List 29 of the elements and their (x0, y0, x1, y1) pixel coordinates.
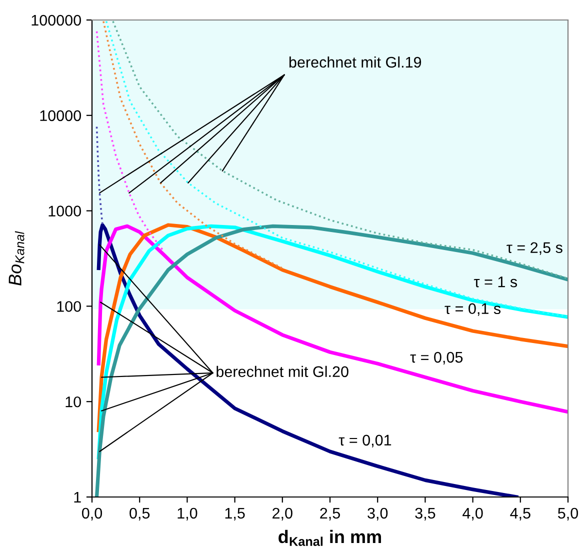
y-tick-label: 100 (57, 301, 81, 312)
x-tick-label: 2,0 (272, 508, 292, 520)
annotation: berechnet mit Gl.19 (289, 56, 422, 68)
x-tick-label: 5,0 (558, 508, 578, 520)
line-series (102, 20, 284, 270)
annotation: τ = 1 s (474, 276, 518, 288)
x-tick-label: 1,5 (225, 508, 245, 520)
x-tick-label: 0,0 (82, 508, 102, 520)
y-tick-label: 10000 (40, 110, 81, 122)
annotation: τ = 0,01 (338, 434, 392, 448)
y-tick-label: 10 (66, 396, 81, 408)
annotation: τ = 0,05 (410, 352, 463, 365)
annotation: τ = 2,5 s (506, 242, 562, 255)
y-tick-label: 1000 (48, 206, 81, 216)
line-series (96, 30, 164, 252)
y-tick-label: 100000 (32, 14, 81, 26)
x-tick-label: 3,5 (415, 508, 436, 520)
annotation: τ = 0,1 s (444, 303, 501, 316)
y-axis-title: Bo$_{Kanal}$ (8, 231, 24, 286)
y-tick-label: 1 (74, 492, 81, 503)
x-tick-label: 2,5 (320, 508, 340, 520)
x-tick-label: 3,0 (368, 508, 388, 520)
line-series (96, 126, 104, 226)
x-tick-label: 4,0 (462, 508, 483, 520)
x-axis-title: d$_{Kanal}$ in mm (278, 530, 381, 546)
annotation: berechnet mit Gl.20 (216, 366, 348, 378)
x-tick-label: 4,5 (510, 508, 530, 520)
x-tick-label: 0,5 (130, 508, 150, 520)
x-tick-label: 1,0 (178, 508, 198, 520)
